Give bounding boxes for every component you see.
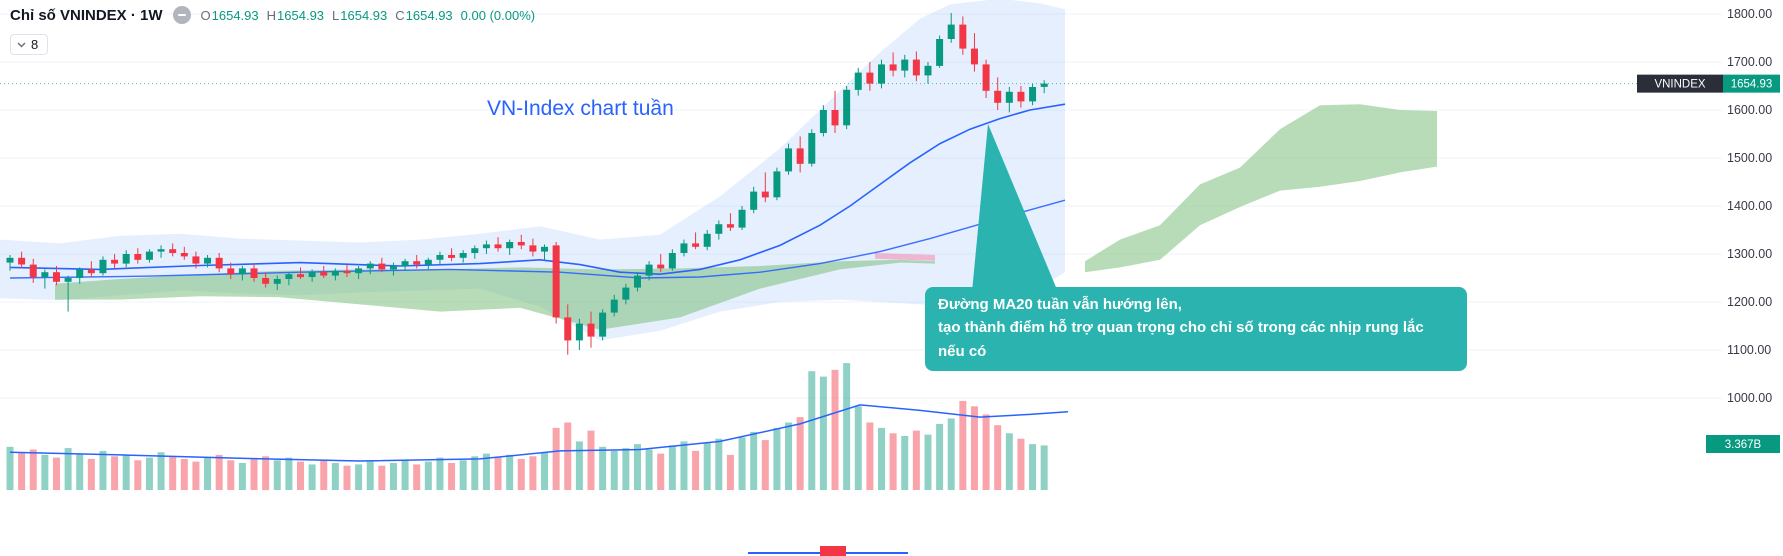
high-label: H	[266, 7, 277, 23]
change-value: 0.00 (0.00%)	[460, 7, 536, 23]
volume-tag: 3.367B	[1706, 435, 1780, 453]
close-label: C	[395, 7, 405, 23]
ichimoku-cloud	[55, 104, 1437, 330]
chevron-down-icon	[17, 42, 26, 48]
callout-pointer	[972, 124, 1058, 292]
ma20-callout[interactable]: Đường MA20 tuần vẫn hướng lên, tạo thành…	[925, 287, 1467, 371]
price-axis[interactable]	[1722, 0, 1783, 556]
svg-text:1654.93: 1654.93	[1731, 79, 1773, 91]
svg-text:1700.00: 1700.00	[1727, 55, 1772, 69]
open-pair: O 1654.93	[201, 8, 259, 23]
grid-lines	[0, 13, 1722, 399]
minus-icon[interactable]	[172, 6, 191, 24]
volume-ma-line	[9, 404, 1069, 462]
low-label: L	[332, 7, 340, 23]
svg-text:1600.00: 1600.00	[1727, 103, 1772, 117]
callout-line-2: tạo thành điểm hỗ trợ quan trọng cho chỉ…	[938, 319, 1424, 360]
low-pair: L 1654.93	[332, 8, 387, 23]
bollinger-band	[0, 0, 1065, 341]
open-label: O	[200, 7, 211, 23]
open-value: 1654.93	[211, 7, 259, 23]
high-pair: H 1654.93	[267, 8, 324, 23]
svg-text:1100.00: 1100.00	[1727, 343, 1771, 357]
volume-pane	[6, 363, 1048, 491]
symbol-title[interactable]: Chỉ số VNINDEX · 1W	[10, 6, 163, 24]
low-value: 1654.93	[340, 7, 388, 23]
price-axis-labels: 1800.00 1700.00 1600.00 1500.00 1400.00 1300.…	[1727, 7, 1772, 405]
close-pair: C 1654.93	[395, 8, 452, 23]
chart-annotation-text[interactable]: VN-Index chart tuần	[487, 97, 674, 120]
high-value: 1654.93	[277, 7, 325, 23]
indicators-collapse-button[interactable]: 8	[10, 34, 49, 55]
close-value: 1654.93	[405, 7, 453, 23]
svg-text:1800.00: 1800.00	[1727, 7, 1772, 21]
svg-text:1300.00: 1300.00	[1727, 247, 1772, 261]
minus-glyph	[177, 14, 186, 16]
ohlc-row: O 1654.93 H 1654.93 L 1654.93 C 1654.93 0.00…	[201, 8, 536, 23]
svg-text:1500.00: 1500.00	[1727, 151, 1772, 165]
indicator-count: 8	[31, 37, 39, 52]
svg-text:3.367B: 3.367B	[1725, 439, 1762, 451]
svg-text:1000.00: 1000.00	[1727, 391, 1772, 405]
svg-text:1400.00: 1400.00	[1727, 199, 1772, 213]
price-tag: VNINDEX 1654.93	[1637, 74, 1780, 93]
ma20-line	[9, 103, 1066, 276]
bottom-pane-fragment	[748, 546, 908, 556]
svg-text:1200.00: 1200.00	[1727, 295, 1772, 309]
callout-line-1: Đường MA20 tuần vẫn hướng lên,	[938, 296, 1182, 313]
svg-text:VNINDEX: VNINDEX	[1654, 79, 1705, 91]
ma50-line	[9, 199, 1066, 279]
candles	[6, 13, 1048, 355]
